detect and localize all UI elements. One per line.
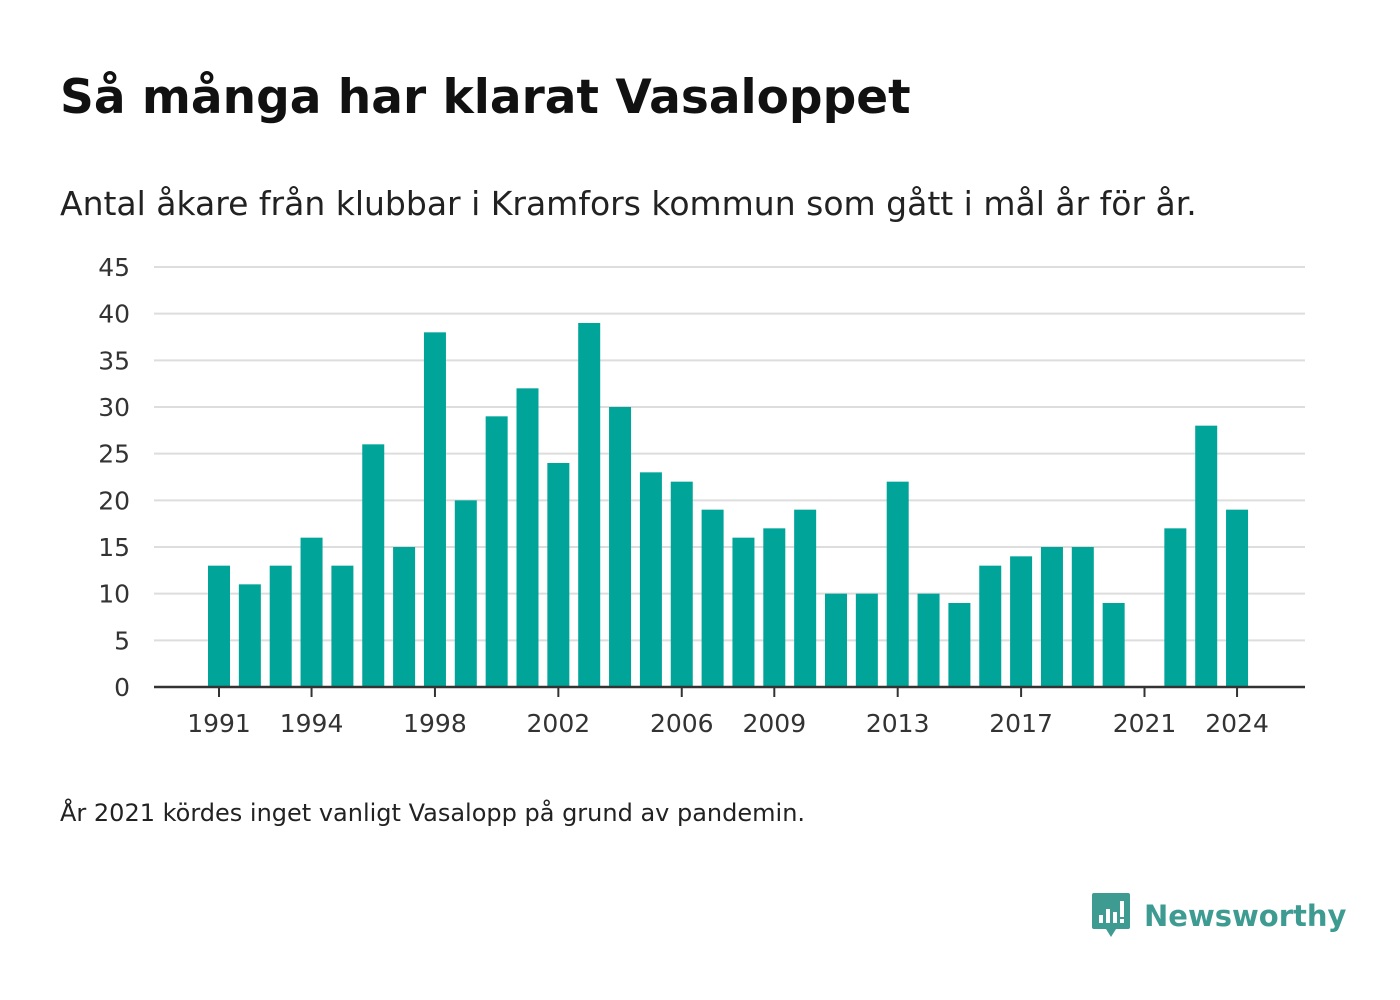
y-tick-label: 25 [98,440,130,469]
y-tick-label: 40 [98,300,130,329]
bar-2010 [794,509,817,687]
y-tick-label: 45 [98,253,130,282]
x-tick-label: 1998 [403,709,467,738]
bar-1997 [393,547,416,687]
y-tick-label: 10 [98,580,130,609]
x-tick-label: 2009 [742,709,806,738]
bar-2013 [886,481,909,687]
bar-2012 [855,593,878,687]
bar-2002 [547,463,570,687]
y-tick-label: 15 [98,533,130,562]
footnote: År 2021 kördes inget vanligt Vasalopp på… [60,799,806,827]
bar-2014 [917,593,940,687]
x-tick-label: 2002 [527,709,591,738]
bar-1993 [269,565,292,687]
bar-2006 [670,481,693,687]
x-tick-label: 2021 [1113,709,1177,738]
bar-1998 [423,332,446,687]
bar-2009 [763,528,786,687]
bar-1992 [238,584,261,687]
bar-chart: 0 5 10 15 20 25 30 35 40 45 1991 1994 1998 2002 2006 2… [98,253,1305,738]
chart-title: Så många har klarat Vasaloppet [60,70,911,125]
bar-2004 [609,407,632,687]
bar-2015 [948,603,971,687]
bar-2003 [578,323,601,687]
y-tick-label: 35 [98,346,130,375]
bar-2007 [701,509,724,687]
x-tick-label: 1994 [280,709,344,738]
y-tick-label: 30 [98,393,130,422]
bar-2011 [825,593,847,687]
bar-2024 [1226,509,1249,687]
bar-2018 [1040,547,1063,687]
bar-2000 [485,416,508,687]
gridlines [154,266,1305,642]
y-tick-label: 5 [114,626,130,655]
newsworthy-brand[interactable]: Newsworthy [1090,890,1350,942]
bar-1991 [208,565,230,687]
bar-1996 [362,444,385,687]
bar-1999 [454,500,477,687]
x-tick-label: 2017 [989,709,1053,738]
bar-2022 [1164,528,1187,687]
y-tick-label: 0 [114,673,130,702]
bar-2008 [732,537,755,687]
x-tick-label: 2006 [650,709,714,738]
brand-name: Newsworthy [1144,899,1347,933]
bar-2005 [639,472,662,687]
bar-2020 [1102,603,1125,687]
bar-2016 [979,565,1002,687]
chart-subtitle: Antal åkare från klubbar i Kramfors komm… [60,184,1197,223]
bars [208,323,1249,687]
bar-2023 [1195,425,1218,687]
x-tick-label: 2024 [1205,709,1269,738]
x-tick-label: 2013 [866,709,930,738]
bar-1994 [300,537,323,687]
bar-1995 [331,565,354,687]
x-tick-label: 1991 [187,709,251,738]
bar-2017 [1010,556,1033,687]
bar-2019 [1071,547,1094,687]
y-axis-ticks: 0 5 10 15 20 25 30 35 40 45 [98,253,130,702]
x-axis: 1991 1994 1998 2002 2006 2009 2013 2017 2021 2024 [154,685,1305,738]
newsworthy-logo-icon [1092,893,1130,937]
y-tick-label: 20 [98,486,130,515]
bar-2001 [516,388,539,687]
